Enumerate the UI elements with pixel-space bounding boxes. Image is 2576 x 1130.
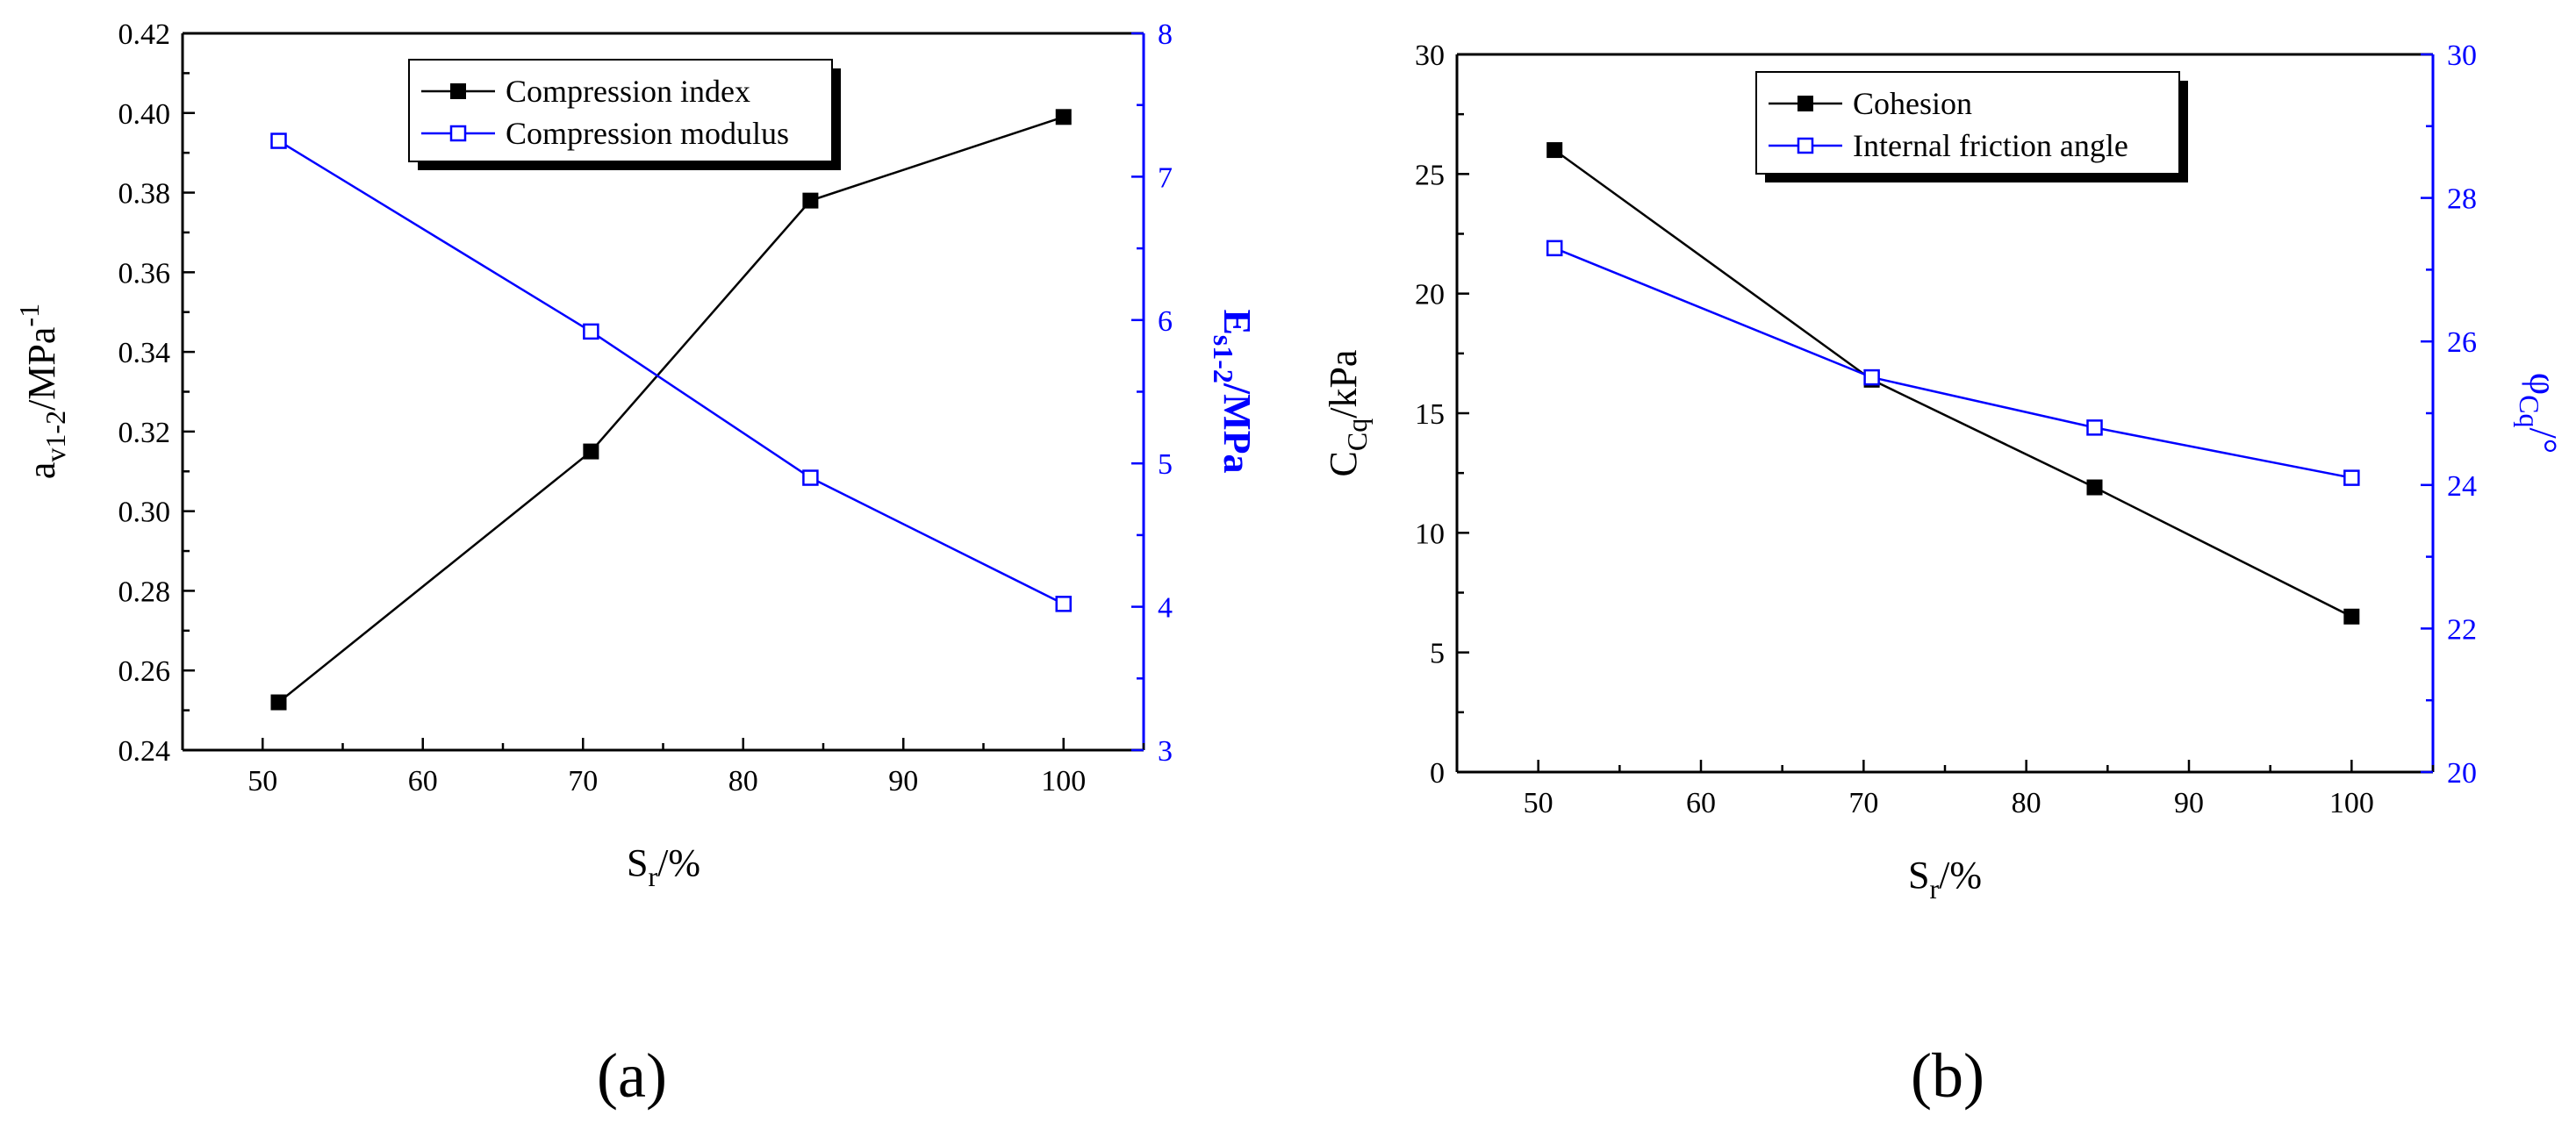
plot-area-b: 50 60 70 80 90 100 0 5 10 15 20 25 30 20 22 24 26 28 30 bbox=[1415, 39, 2477, 819]
data-point bbox=[270, 132, 287, 149]
y-right-tick-label: 3 bbox=[1158, 735, 1173, 768]
panel-label-b: (b) bbox=[1911, 1041, 1984, 1111]
x-tick-label: 60 bbox=[1686, 787, 1716, 819]
x-tick-label: 100 bbox=[2329, 787, 2374, 819]
data-point bbox=[270, 694, 287, 711]
x-tick-label: 80 bbox=[2012, 787, 2041, 819]
x-tick-label: 50 bbox=[248, 765, 277, 797]
x-tick-label: 70 bbox=[568, 765, 598, 797]
y-left-tick-label: 30 bbox=[1415, 39, 1445, 72]
y-axis-right-label-b: φCq/° bbox=[2514, 373, 2565, 454]
x-tick-label: 90 bbox=[888, 765, 918, 797]
y-right-tick-label: 7 bbox=[1158, 161, 1173, 194]
data-point bbox=[1863, 368, 1880, 386]
series-line-2 bbox=[1553, 247, 2352, 479]
plot-area-a: 50 60 70 80 90 100 0.24 0.26 0.28 0.30 0.32 0.34 0.3… bbox=[118, 18, 1173, 797]
y-right-tick-label: 5 bbox=[1158, 448, 1173, 481]
y-right-tick-label: 26 bbox=[2447, 326, 2477, 359]
y-left-tick-label: 20 bbox=[1415, 279, 1445, 311]
legend-box bbox=[408, 59, 833, 162]
legend-b: Cohesion Internal friction angle bbox=[1755, 71, 2188, 182]
data-point bbox=[1546, 240, 1563, 257]
legend-label: Compression modulus bbox=[506, 116, 789, 151]
y-left-tick-label: 0.28 bbox=[118, 576, 171, 608]
x-axis-label-a: Sr/% bbox=[627, 841, 700, 892]
data-point bbox=[802, 469, 819, 486]
series-line-2 bbox=[277, 139, 1065, 605]
y-axis-left-label-a: av1-2/MPa-1 bbox=[13, 304, 71, 479]
x-tick-label: 60 bbox=[408, 765, 438, 797]
y-right-tick-label: 8 bbox=[1158, 18, 1173, 51]
legend-box bbox=[1755, 71, 2180, 175]
x-tick-label: 80 bbox=[728, 765, 758, 797]
data-point bbox=[583, 443, 599, 460]
x-tick-label: 70 bbox=[1848, 787, 1878, 819]
y-right-tick-label: 20 bbox=[2447, 757, 2477, 790]
y-left-tick-label: 15 bbox=[1415, 398, 1445, 431]
legend-marker bbox=[1797, 96, 1813, 111]
y-left-tick-label: 5 bbox=[1430, 638, 1445, 670]
data-point bbox=[802, 192, 819, 209]
y-right-tick-label: 30 bbox=[2447, 39, 2477, 72]
y-left-tick-label: 0.40 bbox=[118, 98, 171, 131]
x-tick-label: 90 bbox=[2174, 787, 2204, 819]
data-point bbox=[583, 323, 599, 340]
series-line-1 bbox=[1553, 149, 2352, 618]
series-line-1 bbox=[277, 116, 1065, 704]
y-left-tick-label: 0.30 bbox=[118, 497, 171, 529]
y-left-tick-label: 25 bbox=[1415, 159, 1445, 191]
y-left-tick-label: 0.24 bbox=[118, 735, 171, 768]
x-tick-label: 50 bbox=[1524, 787, 1553, 819]
data-point bbox=[1546, 142, 1563, 159]
data-point bbox=[1055, 109, 1072, 125]
y-left-tick-label: 0.32 bbox=[118, 417, 171, 449]
y-right-tick-label: 28 bbox=[2447, 183, 2477, 216]
y-left-tick-label: 0.42 bbox=[118, 18, 171, 51]
legend-label: Compression index bbox=[506, 74, 750, 109]
y-axis-right-label-a: Es1-2/MPa bbox=[1208, 309, 1259, 473]
data-point bbox=[2086, 479, 2103, 496]
x-tick-label: 100 bbox=[1041, 765, 1086, 797]
x-axis-label-b: Sr/% bbox=[1908, 854, 1982, 905]
chart-panel-a: 50 60 70 80 90 100 0.24 0.26 0.28 0.30 0.32 0.34 0.3… bbox=[13, 18, 1259, 1111]
y-left-tick-label: 0.38 bbox=[118, 178, 171, 211]
y-right-tick-label: 4 bbox=[1158, 592, 1173, 625]
y-left-tick-label: 0.34 bbox=[118, 337, 171, 369]
legend-marker bbox=[1797, 137, 1814, 154]
data-point bbox=[2343, 469, 2360, 486]
data-point bbox=[2343, 608, 2360, 625]
legend-a: Compression index Compression modulus bbox=[408, 59, 841, 170]
y-right-tick-label: 6 bbox=[1158, 305, 1173, 338]
y-left-tick-label: 0.36 bbox=[118, 257, 171, 290]
legend-label: Cohesion bbox=[1853, 86, 1972, 121]
legend-marker bbox=[450, 83, 466, 99]
legend-label: Internal friction angle bbox=[1853, 128, 2128, 163]
data-point bbox=[2086, 419, 2103, 436]
y-left-tick-label: 0 bbox=[1430, 757, 1445, 790]
y-axis-left-label-b: CCq/kPa bbox=[1322, 350, 1373, 477]
y-left-tick-label: 10 bbox=[1415, 518, 1445, 550]
y-left-tick-label: 0.26 bbox=[118, 655, 171, 688]
chart-panel-b: 50 60 70 80 90 100 0 5 10 15 20 25 30 20 22 24 26 28 30 Sr… bbox=[1322, 39, 2565, 1111]
y-right-tick-label: 22 bbox=[2447, 613, 2477, 646]
legend-marker bbox=[449, 125, 467, 142]
data-point bbox=[1055, 596, 1072, 612]
y-right-tick-label: 24 bbox=[2447, 470, 2477, 503]
panel-label-a: (a) bbox=[597, 1041, 667, 1111]
